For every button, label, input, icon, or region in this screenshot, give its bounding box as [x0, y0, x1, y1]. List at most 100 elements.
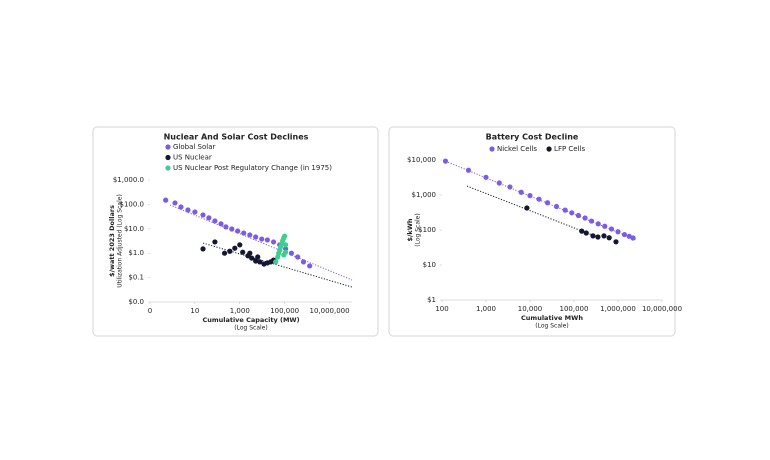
- chart-title: Battery Cost Decline: [486, 133, 579, 142]
- point: [241, 230, 247, 236]
- point: [588, 218, 595, 224]
- point: [232, 245, 238, 251]
- point: [307, 263, 313, 269]
- y-tick-label: $10,000: [407, 156, 436, 164]
- point: [569, 210, 575, 216]
- panel: [388, 126, 676, 337]
- point: [257, 259, 263, 265]
- point: [630, 235, 636, 241]
- x-axis-subtitle: (Log Scale): [234, 325, 267, 332]
- legend-marker: [489, 146, 495, 152]
- x-tick-label: 1,000: [476, 305, 496, 313]
- point: [606, 235, 612, 241]
- point: [178, 204, 184, 210]
- point: [536, 196, 542, 202]
- legend-label: US Nuclear Post Regulatory Change (in 19…: [173, 164, 332, 172]
- point: [601, 233, 607, 239]
- x-tick-label: 10,000,000: [642, 305, 682, 313]
- trendline: [445, 160, 637, 241]
- point: [288, 250, 295, 256]
- point: [465, 167, 472, 173]
- point: [613, 239, 619, 245]
- point: [229, 226, 235, 232]
- point: [200, 246, 206, 252]
- point: [247, 250, 253, 256]
- point: [192, 209, 198, 215]
- legend-marker: [165, 154, 171, 161]
- trendline: [466, 185, 593, 236]
- y-tick-label: $100: [418, 226, 436, 234]
- point: [247, 232, 253, 238]
- legend-marker: [165, 144, 171, 150]
- point: [212, 239, 218, 245]
- legend-marker: [165, 165, 171, 171]
- point: [524, 205, 530, 211]
- legend-label: Global Solar: [173, 143, 216, 151]
- y-axis-subtitle: Utilization Adjusted (Log Scale): [117, 194, 124, 288]
- point: [544, 200, 551, 206]
- point: [253, 258, 259, 264]
- x-tick-label: 100: [435, 305, 448, 313]
- point: [615, 229, 621, 235]
- x-axis-title: Cumulative MWh: [521, 314, 583, 322]
- x-tick-label: 10: [190, 307, 199, 315]
- point: [185, 207, 191, 213]
- point: [583, 230, 589, 236]
- x-axis-subtitle: (Log Scale): [535, 323, 568, 330]
- point: [282, 242, 289, 248]
- point: [259, 236, 265, 242]
- y-axis-title: $/watt 2023 Dollars: [108, 205, 116, 277]
- point: [249, 255, 255, 261]
- y-tick-label: $10: [423, 261, 436, 269]
- point: [253, 234, 259, 240]
- point: [212, 218, 218, 224]
- chart-title: Nuclear And Solar Cost Declines: [164, 133, 309, 142]
- point: [483, 174, 489, 180]
- point: [264, 237, 270, 243]
- point: [621, 231, 628, 238]
- point: [295, 254, 301, 260]
- point: [595, 221, 601, 227]
- x-tick-label: 10,000,000: [310, 307, 350, 315]
- x-tick-label: 10,000: [518, 305, 543, 313]
- point: [496, 180, 502, 186]
- point: [553, 203, 560, 210]
- x-tick-label: 100,000: [560, 305, 589, 313]
- point: [442, 158, 449, 164]
- point: [255, 254, 261, 260]
- point: [518, 189, 524, 195]
- point: [235, 228, 241, 234]
- point: [602, 223, 608, 229]
- point: [218, 221, 224, 227]
- point: [582, 215, 588, 221]
- point: [282, 233, 288, 239]
- point: [507, 184, 513, 190]
- y-tick-label: $100.0: [120, 200, 145, 208]
- point: [273, 259, 279, 265]
- x-tick-label: 1,000: [230, 307, 250, 315]
- y-tick-label: $1.0: [128, 249, 144, 257]
- point: [163, 197, 169, 203]
- y-axis-title: $/kWh: [406, 218, 414, 241]
- point: [240, 249, 246, 255]
- legend-label: Nickel Cells: [497, 145, 537, 153]
- point: [595, 234, 601, 240]
- legend-marker: [546, 146, 552, 152]
- point: [575, 212, 582, 219]
- point: [281, 252, 287, 258]
- point: [200, 212, 206, 218]
- point: [300, 259, 307, 265]
- y-axis-subtitle: (Log Scale): [415, 213, 422, 246]
- trendline: [169, 204, 353, 281]
- point: [206, 215, 212, 221]
- legend-label: LFP Cells: [554, 145, 585, 153]
- y-tick-label: $0.1: [128, 274, 144, 282]
- point: [608, 226, 615, 232]
- point: [237, 242, 243, 248]
- point: [579, 228, 585, 234]
- y-tick-label: $1,000.0: [113, 176, 144, 184]
- point: [223, 224, 229, 230]
- y-tick-label: $0.0: [128, 298, 144, 306]
- point: [221, 250, 228, 256]
